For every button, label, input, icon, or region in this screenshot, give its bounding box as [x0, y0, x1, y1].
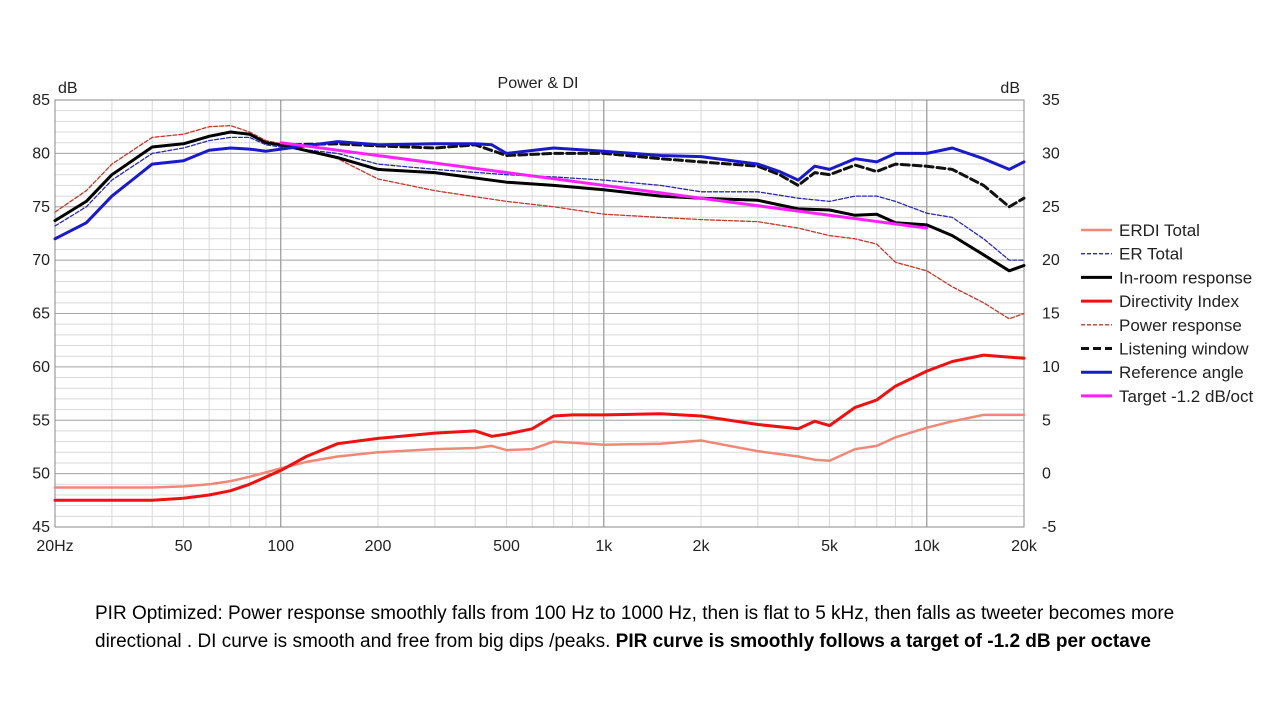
legend-label-er-total: ER Total [1119, 245, 1183, 264]
series-line-reference [53, 140, 1026, 241]
series-line-target [279, 141, 929, 230]
legend-label-di: Directivity Index [1119, 292, 1239, 311]
right-y-tick-label: 30 [1042, 145, 1060, 162]
x-tick-label: 200 [365, 538, 392, 555]
x-tick-label: 20Hz [36, 538, 73, 555]
left-y-tick-label: 65 [32, 306, 50, 323]
series-line-er-total [54, 136, 1025, 261]
right-y-axis-ticks: -5 0 5 10 15 20 25 30 35 [1042, 92, 1060, 536]
power-di-chart: Power & DI dB dB 20Hz 50 100 200 500 1k 2k 5k 10… [32, 75, 1253, 555]
legend-label-power: Power response [1119, 316, 1242, 335]
legend-label-target: Target -1.2 dB/oct [1119, 387, 1253, 406]
left-y-tick-label: 80 [32, 145, 50, 162]
caption: PIR Optimized: Power response smoothly f… [95, 600, 1215, 656]
x-tick-label: 2k [693, 538, 711, 555]
legend-label-reference: Reference angle [1119, 363, 1244, 382]
left-y-tick-label: 60 [32, 359, 50, 376]
x-tick-label: 50 [175, 538, 193, 555]
series-layer [53, 124, 1026, 502]
legend-label-listening: Listening window [1119, 340, 1249, 359]
left-y-tick-label: 55 [32, 412, 50, 429]
legend-label-in-room: In-room response [1119, 268, 1252, 287]
left-axis-unit: dB [58, 80, 78, 97]
right-y-tick-label: -5 [1042, 519, 1056, 536]
series-line-listening [279, 142, 1026, 209]
right-y-tick-label: 15 [1042, 306, 1060, 323]
caption-text: PIR Optimized: Power response smoothly f… [95, 603, 1175, 652]
x-tick-label: 100 [267, 538, 294, 555]
left-y-tick-label: 85 [32, 92, 50, 109]
series-line-in-room [53, 130, 1026, 273]
x-tick-label: 10k [914, 538, 941, 555]
x-axis-ticks: 20Hz 50 100 200 500 1k 2k 5k 10k 20k [36, 538, 1038, 555]
left-y-tick-label: 70 [32, 252, 50, 269]
right-y-tick-label: 20 [1042, 252, 1060, 269]
series-line-erdi-total [53, 413, 1026, 489]
right-y-tick-label: 10 [1042, 359, 1060, 376]
right-y-tick-label: 25 [1042, 199, 1060, 216]
left-y-tick-label: 50 [32, 466, 50, 483]
left-y-tick-label: 45 [32, 519, 50, 536]
chart-title: Power & DI [498, 75, 579, 92]
legend-label-erdi-total: ERDI Total [1119, 221, 1200, 240]
right-axis-unit: dB [1000, 80, 1020, 97]
x-tick-label: 5k [821, 538, 839, 555]
legend: ERDI Total ER Total In-room response Direct… [1081, 221, 1253, 406]
series-line-di [53, 353, 1026, 502]
x-tick-label: 20k [1011, 538, 1038, 555]
x-tick-label: 1k [595, 538, 613, 555]
left-y-tick-label: 75 [32, 199, 50, 216]
caption-bold-text: PIR curve is smoothly follows a target o… [615, 631, 1151, 652]
right-y-tick-label: 35 [1042, 92, 1060, 109]
series-line-power [54, 124, 1025, 320]
right-y-tick-label: 5 [1042, 412, 1051, 429]
x-tick-label: 500 [493, 538, 520, 555]
left-y-axis-ticks: 45 50 55 60 65 70 75 80 85 [32, 92, 50, 536]
right-y-tick-label: 0 [1042, 466, 1051, 483]
